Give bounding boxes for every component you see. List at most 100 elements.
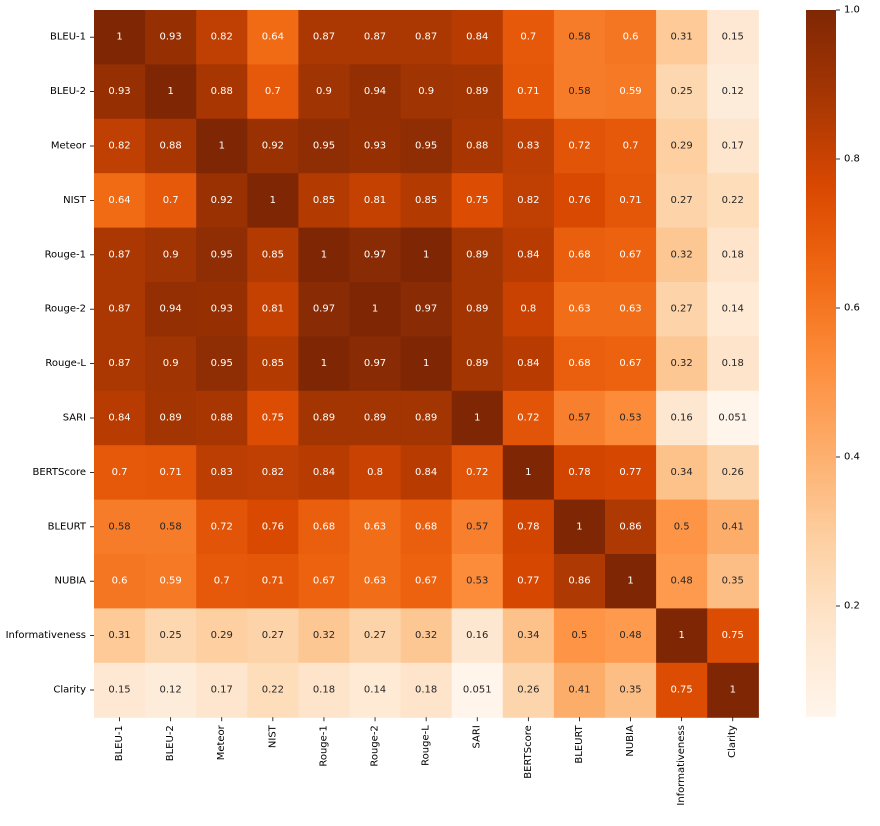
heatmap-cell bbox=[94, 554, 146, 609]
cell-value-label: 0.14 bbox=[722, 304, 744, 315]
heatmap-cell bbox=[349, 554, 402, 609]
y-tick-label: BLEU-2 bbox=[50, 86, 86, 97]
heatmap-cell bbox=[247, 662, 299, 718]
cell-value-label: 0.12 bbox=[160, 685, 182, 696]
heatmap-cell bbox=[196, 64, 248, 120]
cell-value-label: 0.75 bbox=[262, 413, 284, 424]
y-tick-label: SARI bbox=[63, 413, 86, 424]
heatmap-cell bbox=[605, 336, 657, 392]
cell-value-label: 0.15 bbox=[108, 685, 130, 696]
x-tick-label: BERTScore bbox=[523, 725, 534, 779]
cell-value-label: 0.57 bbox=[466, 521, 488, 532]
cell-value-label: 0.18 bbox=[722, 249, 744, 260]
heatmap-cell bbox=[298, 64, 351, 120]
x-tick-label: Rouge-1 bbox=[318, 725, 329, 766]
cell-value-label: 0.94 bbox=[364, 86, 386, 97]
cell-value-label: 0.16 bbox=[466, 630, 488, 641]
y-tick-label: BLEU-1 bbox=[50, 32, 86, 43]
cell-value-label: 0.89 bbox=[466, 86, 488, 97]
heatmap-cell bbox=[145, 445, 197, 501]
cell-value-label: 0.7 bbox=[214, 576, 230, 587]
cell-value-label: 0.97 bbox=[415, 304, 437, 315]
cell-value-label: 0.31 bbox=[671, 32, 693, 43]
colorbar-gradient bbox=[806, 10, 836, 717]
heatmap-cell bbox=[247, 608, 299, 664]
cell-value-label: 0.67 bbox=[619, 249, 641, 260]
cell-value-label: 0.97 bbox=[313, 304, 335, 315]
cell-value-label: 0.81 bbox=[262, 304, 284, 315]
cell-value-label: 0.7 bbox=[163, 195, 179, 206]
cell-value-label: 0.67 bbox=[313, 576, 335, 587]
heatmap-cell bbox=[707, 118, 759, 174]
cell-value-label: 0.63 bbox=[619, 304, 641, 315]
cell-value-label: 0.29 bbox=[671, 141, 693, 152]
cell-value-label: 0.75 bbox=[671, 685, 693, 696]
cell-value-label: 0.82 bbox=[262, 467, 284, 478]
heatmap-cell bbox=[451, 445, 504, 501]
cell-value-label: 0.85 bbox=[262, 358, 284, 369]
x-tick-label: Informativeness bbox=[676, 725, 687, 805]
cell-value-label: 0.48 bbox=[619, 630, 641, 641]
heatmap-cell bbox=[605, 554, 657, 609]
cell-value-label: 0.64 bbox=[262, 32, 284, 43]
heatmap-cell bbox=[553, 227, 606, 283]
cell-value-label: 0.71 bbox=[160, 467, 182, 478]
cell-value-label: 0.17 bbox=[211, 685, 233, 696]
heatmap-cell bbox=[298, 282, 351, 337]
cell-value-label: 0.84 bbox=[517, 358, 539, 369]
cell-value-label: 0.16 bbox=[671, 413, 693, 424]
cell-value-label: 0.89 bbox=[313, 413, 335, 424]
heatmap-cell bbox=[451, 554, 504, 609]
cell-value-label: 0.22 bbox=[722, 195, 744, 206]
heatmap-cell bbox=[298, 499, 351, 555]
heatmap-cell bbox=[196, 445, 248, 501]
cell-value-label: 0.63 bbox=[568, 304, 590, 315]
cell-value-label: 1 bbox=[423, 249, 429, 260]
cell-value-label: 0.86 bbox=[619, 521, 641, 532]
heatmap-cell bbox=[656, 554, 708, 609]
heatmap-cell bbox=[298, 227, 351, 283]
cell-value-label: 0.6 bbox=[623, 32, 639, 43]
cell-value-label: 1 bbox=[678, 630, 684, 641]
heatmap-cell bbox=[553, 336, 606, 392]
heatmap-cell bbox=[451, 608, 504, 664]
x-tick-label: Clarity bbox=[727, 725, 738, 758]
heatmap-cell bbox=[298, 554, 351, 609]
cell-value-label: 0.95 bbox=[211, 249, 233, 260]
y-tick-label: Rouge-2 bbox=[45, 304, 86, 315]
heatmap-cell bbox=[145, 173, 197, 229]
cell-value-label: 0.95 bbox=[313, 141, 335, 152]
heatmap-cell bbox=[349, 10, 402, 65]
cell-value-label: 0.57 bbox=[568, 413, 590, 424]
cell-value-label: 0.93 bbox=[108, 86, 130, 97]
y-tick-label: Meteor bbox=[51, 141, 87, 152]
heatmap-cell bbox=[605, 390, 657, 446]
heatmap-cell bbox=[502, 10, 555, 65]
cell-value-label: 0.17 bbox=[722, 141, 744, 152]
heatmap-cell bbox=[94, 282, 146, 337]
cell-value-label: 0.82 bbox=[211, 32, 233, 43]
cell-value-label: 0.87 bbox=[364, 32, 386, 43]
heatmap-cell bbox=[400, 282, 453, 337]
heatmap-cell bbox=[502, 608, 555, 664]
cell-value-label: 0.78 bbox=[517, 521, 539, 532]
heatmap-cell bbox=[451, 662, 504, 718]
cell-value-label: 0.87 bbox=[108, 358, 130, 369]
cell-value-label: 0.18 bbox=[722, 358, 744, 369]
x-tick-label: NUBIA bbox=[625, 725, 636, 757]
heatmap-cell bbox=[298, 173, 351, 229]
heatmap-cell bbox=[145, 227, 197, 283]
cell-value-label: 1 bbox=[576, 521, 582, 532]
cell-value-label: 0.59 bbox=[619, 86, 641, 97]
heatmap-cell bbox=[247, 227, 299, 283]
heatmap-cell bbox=[400, 227, 453, 283]
heatmap-cell bbox=[502, 64, 555, 120]
cell-value-label: 0.12 bbox=[722, 86, 744, 97]
cell-value-label: 0.97 bbox=[364, 249, 386, 260]
heatmap-cell bbox=[451, 64, 504, 120]
heatmap-cell bbox=[451, 390, 504, 446]
cell-value-label: 0.8 bbox=[367, 467, 383, 478]
heatmap-cell bbox=[196, 390, 248, 446]
heatmap-cell bbox=[196, 173, 248, 229]
